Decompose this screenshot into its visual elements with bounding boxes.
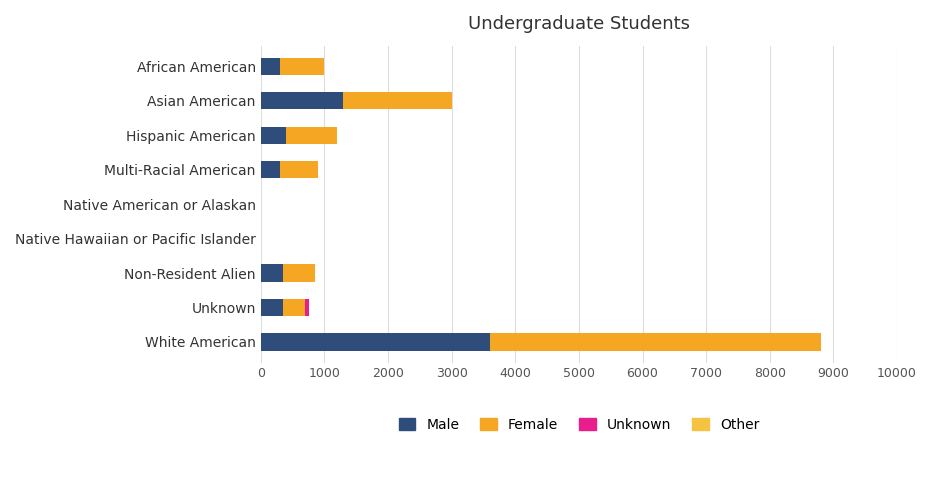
Bar: [261, 161, 280, 178]
Bar: [261, 127, 286, 144]
Bar: [344, 92, 452, 109]
Bar: [280, 161, 318, 178]
Legend: Male, Female, Unknown, Other: Male, Female, Unknown, Other: [391, 410, 766, 438]
Bar: [490, 333, 821, 351]
Bar: [261, 299, 283, 316]
Bar: [261, 264, 283, 282]
Bar: [283, 264, 315, 282]
Bar: [280, 58, 324, 75]
Bar: [261, 58, 280, 75]
Bar: [306, 299, 309, 316]
Bar: [283, 299, 306, 316]
Bar: [261, 92, 344, 109]
Bar: [261, 333, 490, 351]
Title: Undergraduate Students: Undergraduate Students: [468, 15, 690, 33]
Bar: [286, 127, 337, 144]
